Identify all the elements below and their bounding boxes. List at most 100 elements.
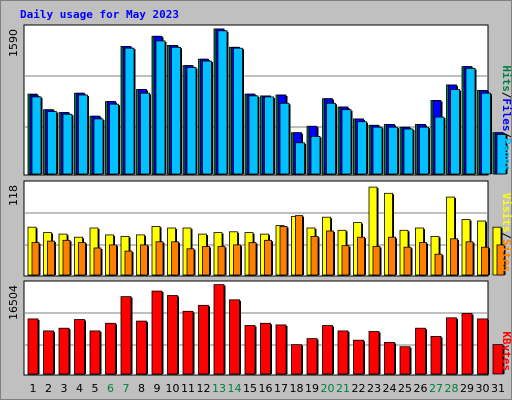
day-label: 24 [383, 382, 397, 395]
bar-pages [388, 126, 398, 175]
bar-kbytes [120, 296, 132, 375]
bar-shadow [225, 247, 227, 275]
legend-separator: / [500, 131, 512, 138]
bar-shadow [425, 329, 427, 374]
bar-sites [78, 242, 86, 276]
bar-shadow [211, 62, 213, 174]
y-max-label: 118 [7, 185, 20, 206]
bar-pages [31, 96, 42, 175]
bar-shadow [273, 97, 275, 174]
day-label: 2 [45, 382, 52, 395]
bar-sites [403, 246, 412, 276]
bar-pages [47, 111, 57, 175]
bar-sites [233, 244, 241, 276]
bar-kbytes [89, 330, 101, 375]
bar-shadow [242, 49, 244, 175]
bar-shadow [426, 243, 428, 275]
legend-visits: Visits [500, 193, 512, 233]
bar-shadow [224, 285, 226, 374]
bar-kbytes [198, 304, 209, 375]
bar-shadow [349, 246, 351, 275]
bar-pages [233, 47, 243, 175]
bar-pages [62, 113, 73, 175]
bar-shadow [332, 326, 334, 374]
bar-sites [155, 241, 164, 276]
bar-shadow [146, 322, 148, 374]
bar-pages [124, 47, 135, 175]
bar-pages [295, 142, 305, 175]
bar-kbytes [43, 330, 54, 375]
bar-shadow [70, 241, 72, 275]
bar-shadow [118, 105, 120, 174]
day-label: 12 [197, 382, 211, 395]
legend-kbytes: KBytes [500, 331, 512, 371]
bar-shadow [441, 337, 443, 374]
bar-sites [264, 239, 272, 276]
legend-middle: Visits/Sites [500, 193, 512, 272]
bar-sites [248, 242, 257, 276]
bar-shadow [87, 96, 89, 174]
legend-pages: Pages [500, 138, 512, 171]
bar-sites [31, 242, 40, 276]
legend-bottom: KBytes [500, 331, 512, 371]
bar-shadow [180, 48, 182, 174]
bar-pages [264, 96, 274, 175]
bar-shadow [194, 249, 196, 275]
day-label: 11 [181, 382, 195, 395]
bar-shadow [196, 68, 198, 174]
bar-shadow [364, 238, 366, 275]
bar-shadow [100, 331, 102, 374]
day-label: 25 [398, 382, 412, 395]
day-label: 14 [228, 382, 242, 395]
bar-kbytes [58, 327, 70, 375]
bar-shadow [147, 245, 149, 275]
bar-sites [450, 238, 458, 276]
bar-sites [326, 230, 334, 276]
bar-kbytes [306, 338, 318, 375]
bar-pages [372, 126, 383, 175]
bar-sites [372, 246, 381, 276]
bar-shadow [255, 326, 257, 374]
bar-shadow [162, 292, 164, 374]
bar-shadow [504, 245, 506, 275]
bar-kbytes [182, 310, 194, 375]
bar-pages [93, 118, 104, 175]
bar-kbytes [446, 317, 457, 375]
bar-shadow [302, 216, 304, 275]
bar-shadow [506, 135, 508, 174]
bar-shadow [193, 312, 195, 374]
day-label: 1 [30, 382, 37, 395]
bar-kbytes [399, 346, 411, 375]
bar-shadow [413, 130, 415, 174]
bar-shadow [149, 94, 151, 174]
day-label: 4 [76, 382, 83, 395]
bar-shadow [379, 332, 381, 374]
day-label: 9 [154, 382, 161, 395]
day-label: 20 [321, 382, 335, 395]
bar-sites [93, 247, 102, 276]
bar-shadow [363, 341, 365, 374]
bar-shadow [287, 227, 289, 275]
bar-shadow [208, 306, 210, 374]
bar-kbytes [322, 325, 333, 375]
bar-sites [202, 246, 210, 276]
bar-kbytes [151, 290, 163, 375]
bar-shadow [472, 314, 474, 374]
bar-pages [78, 94, 88, 175]
bar-kbytes [275, 324, 287, 375]
bar-shadow [473, 242, 475, 275]
bar-kbytes [105, 322, 116, 375]
bar-pages [310, 135, 321, 175]
bar-shadow [442, 255, 444, 275]
bar-shadow [490, 94, 492, 174]
bar-sites [388, 236, 396, 276]
bar-pages [450, 89, 460, 175]
bar-sites [47, 240, 55, 276]
bar-kbytes [368, 331, 380, 375]
bar-shadow [475, 69, 477, 174]
bar-shadow [56, 112, 58, 174]
bar-pages [248, 95, 259, 175]
day-label: 30 [476, 382, 490, 395]
bar-kbytes [167, 295, 178, 375]
day-label: 7 [123, 382, 130, 395]
